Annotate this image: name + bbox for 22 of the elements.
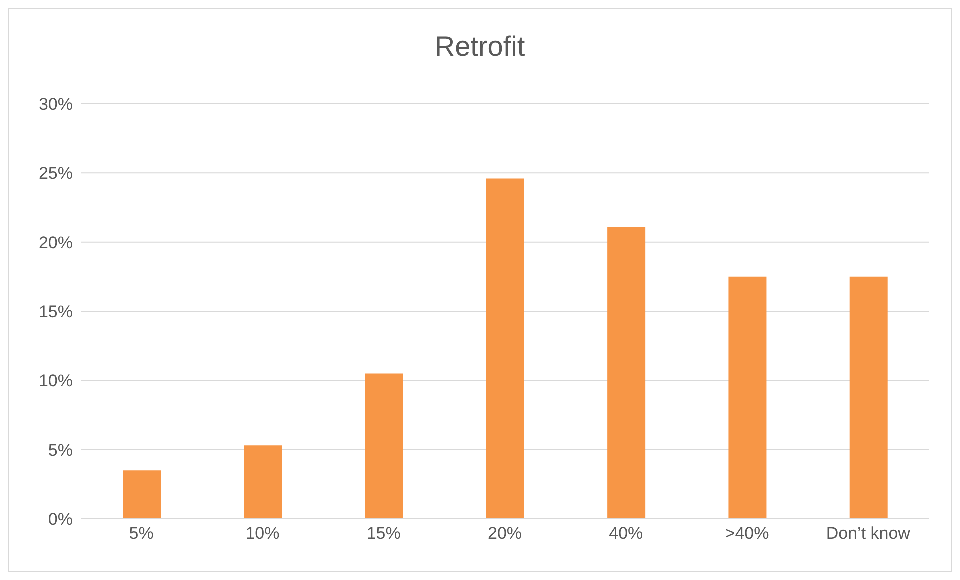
x-tick-label: 20% (488, 524, 522, 544)
y-tick-label: 25% (38, 164, 73, 184)
y-tick-label: 0% (48, 510, 73, 530)
x-tick-label: 15% (366, 524, 401, 544)
chart-title: Retrofit (434, 31, 526, 63)
bar (365, 374, 404, 519)
bar (486, 178, 524, 519)
y-tick-label: 5% (48, 440, 73, 460)
y-tick-label: 10% (38, 372, 73, 391)
x-tick-label: 5% (129, 524, 154, 544)
x-tick-label: >40% (725, 524, 770, 544)
bar (123, 470, 161, 519)
bar (850, 276, 888, 519)
x-tick-label: Don’t know (826, 524, 912, 544)
bar (608, 227, 646, 519)
y-tick-label: 30% (38, 95, 73, 114)
x-tick-label: 10% (246, 524, 280, 544)
y-tick-label: 20% (38, 233, 73, 252)
y-tick-label: 15% (38, 302, 73, 322)
x-tick-label: 40% (609, 524, 644, 544)
bar (728, 276, 767, 519)
bar (244, 446, 282, 519)
